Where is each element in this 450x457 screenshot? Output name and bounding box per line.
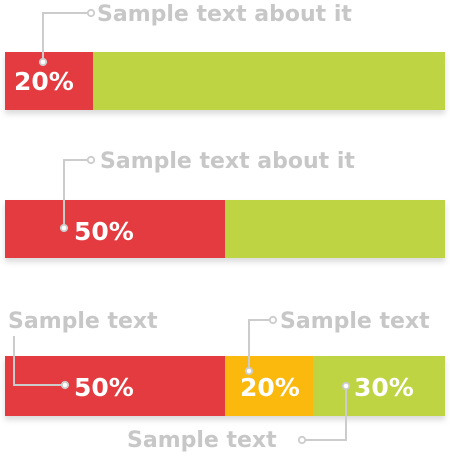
bar-2-callout-dot bbox=[59, 223, 69, 233]
bar-1-callout-text: Sample text about it bbox=[97, 2, 352, 27]
bar-3-callout-leader-3 bbox=[305, 389, 347, 441]
bar-1-segment-1 bbox=[5, 52, 93, 110]
bar-3-percent-label-1: 50% bbox=[74, 373, 134, 402]
bar-3-callout-text-1: Sample text bbox=[8, 309, 158, 334]
bar-3-callout-dot-3-end bbox=[297, 435, 307, 445]
bar-2-callout-leader bbox=[63, 159, 88, 228]
bar-1-segment-2 bbox=[93, 52, 445, 110]
bar-1-callout-dot bbox=[38, 57, 48, 67]
bar-3-segment-3 bbox=[313, 356, 445, 416]
bar-3-callout-dot-2-top bbox=[268, 315, 278, 325]
bar-2-callout-text: Sample text about it bbox=[100, 149, 355, 174]
bar-2-segment-2 bbox=[225, 200, 445, 258]
bar-3-callout-leader-2 bbox=[248, 319, 273, 368]
bar-3-callout-leader-1 bbox=[13, 336, 62, 386]
bar-3-callout-text-2: Sample text bbox=[280, 309, 430, 334]
bar-3-callout-text-3: Sample text bbox=[127, 428, 277, 453]
bar-3-callout-dot-2 bbox=[244, 366, 254, 376]
bar-3-callout-dot-3 bbox=[341, 381, 351, 391]
bar-3-percent-label-3: 30% bbox=[354, 373, 414, 402]
bar-2-segment-1 bbox=[5, 200, 225, 258]
bar-2 bbox=[5, 200, 445, 258]
bar-2-callout-dot-end bbox=[86, 155, 96, 165]
bar-3-callout-dot-1 bbox=[60, 380, 70, 390]
bar-3 bbox=[5, 356, 445, 416]
bar-1-callout-dot-end bbox=[86, 8, 96, 18]
bar-1-percent-label: 20% bbox=[14, 67, 74, 96]
bar-2-percent-label: 50% bbox=[74, 217, 134, 246]
bar-1 bbox=[5, 52, 445, 110]
bar-3-percent-label-2: 20% bbox=[240, 373, 300, 402]
bar-3-segment-2 bbox=[225, 356, 313, 416]
bar-1-callout-leader bbox=[42, 12, 88, 62]
